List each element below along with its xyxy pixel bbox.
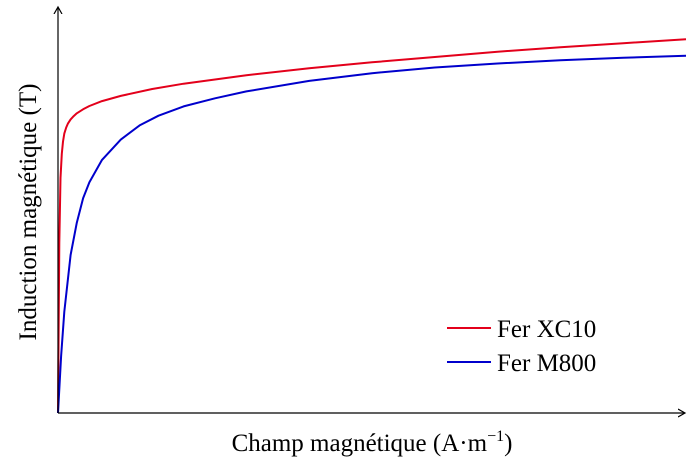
legend-label-fer-m800: Fer M800: [497, 350, 596, 377]
y-axis-title: Induction magnétique (T): [15, 84, 42, 341]
plot-lines: [57, 38, 687, 414]
legend: Fer XC10 Fer M800: [447, 316, 596, 377]
series-line-fer-xc10: [57, 38, 687, 414]
legend-label-fer-xc10: Fer XC10: [497, 316, 596, 343]
series-line-fer-m800: [57, 54, 687, 414]
x-axis-title: Champ magnétique (A·m−1): [232, 428, 513, 457]
